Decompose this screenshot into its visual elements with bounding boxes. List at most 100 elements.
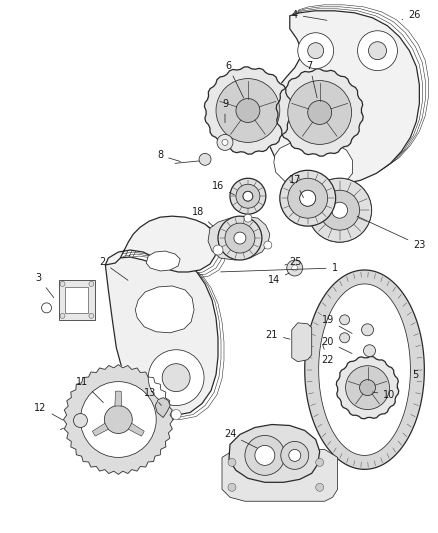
Polygon shape bbox=[208, 216, 270, 260]
Polygon shape bbox=[276, 69, 363, 156]
Circle shape bbox=[357, 31, 397, 71]
Circle shape bbox=[199, 154, 211, 165]
Circle shape bbox=[316, 458, 324, 466]
Circle shape bbox=[346, 366, 389, 409]
Polygon shape bbox=[222, 449, 338, 501]
Text: 18: 18 bbox=[192, 207, 213, 226]
Circle shape bbox=[284, 164, 296, 176]
Circle shape bbox=[60, 281, 65, 286]
Circle shape bbox=[360, 379, 375, 395]
Polygon shape bbox=[267, 11, 419, 185]
Circle shape bbox=[104, 406, 132, 433]
Circle shape bbox=[287, 260, 303, 276]
Circle shape bbox=[308, 101, 332, 124]
Circle shape bbox=[236, 184, 260, 208]
Text: 22: 22 bbox=[321, 344, 334, 365]
Polygon shape bbox=[295, 93, 353, 140]
Polygon shape bbox=[135, 286, 194, 333]
Text: 11: 11 bbox=[76, 377, 103, 402]
Text: 25: 25 bbox=[285, 257, 302, 267]
Polygon shape bbox=[205, 67, 291, 154]
Text: 2: 2 bbox=[99, 257, 128, 280]
Circle shape bbox=[222, 140, 228, 146]
Text: 5: 5 bbox=[412, 370, 418, 379]
Polygon shape bbox=[106, 216, 217, 272]
Text: 8: 8 bbox=[157, 150, 180, 161]
Circle shape bbox=[74, 414, 88, 427]
Text: 17: 17 bbox=[289, 175, 304, 198]
Text: 23: 23 bbox=[357, 216, 426, 250]
Circle shape bbox=[213, 245, 223, 255]
Text: 14: 14 bbox=[268, 273, 289, 285]
Circle shape bbox=[332, 202, 348, 218]
Polygon shape bbox=[319, 284, 410, 455]
Circle shape bbox=[308, 43, 324, 59]
Circle shape bbox=[225, 223, 255, 253]
Circle shape bbox=[244, 214, 252, 222]
Text: 16: 16 bbox=[212, 181, 234, 195]
Circle shape bbox=[89, 281, 94, 286]
Circle shape bbox=[339, 315, 350, 325]
Circle shape bbox=[368, 42, 386, 60]
Circle shape bbox=[289, 449, 301, 462]
Circle shape bbox=[300, 190, 316, 206]
Circle shape bbox=[361, 324, 374, 336]
Circle shape bbox=[308, 178, 371, 242]
Circle shape bbox=[60, 313, 65, 318]
Circle shape bbox=[298, 33, 334, 69]
Circle shape bbox=[288, 80, 352, 144]
Circle shape bbox=[216, 78, 280, 142]
Polygon shape bbox=[305, 270, 424, 470]
Circle shape bbox=[218, 216, 262, 260]
Polygon shape bbox=[64, 365, 173, 474]
Polygon shape bbox=[155, 398, 170, 417]
Circle shape bbox=[308, 178, 371, 242]
Circle shape bbox=[285, 87, 291, 94]
Circle shape bbox=[171, 409, 181, 419]
Circle shape bbox=[217, 134, 233, 150]
Circle shape bbox=[281, 441, 309, 470]
Polygon shape bbox=[274, 140, 353, 190]
Text: 1: 1 bbox=[221, 263, 338, 273]
Text: 3: 3 bbox=[35, 273, 54, 298]
Circle shape bbox=[255, 446, 275, 465]
Polygon shape bbox=[59, 280, 95, 320]
Text: 26: 26 bbox=[402, 10, 420, 20]
Polygon shape bbox=[292, 323, 312, 362]
Circle shape bbox=[243, 191, 253, 201]
Circle shape bbox=[339, 333, 350, 343]
Text: 7: 7 bbox=[307, 61, 317, 98]
Circle shape bbox=[234, 232, 246, 244]
Circle shape bbox=[148, 350, 204, 406]
Text: 13: 13 bbox=[144, 387, 161, 406]
Text: 12: 12 bbox=[34, 402, 63, 420]
Circle shape bbox=[280, 171, 336, 226]
Text: 20: 20 bbox=[321, 337, 352, 353]
Polygon shape bbox=[229, 424, 320, 482]
Text: 4: 4 bbox=[292, 10, 327, 20]
Circle shape bbox=[264, 241, 272, 249]
Text: 19: 19 bbox=[321, 315, 352, 334]
Circle shape bbox=[316, 483, 324, 491]
Polygon shape bbox=[115, 391, 122, 406]
Circle shape bbox=[320, 190, 360, 230]
Circle shape bbox=[81, 382, 156, 457]
Circle shape bbox=[346, 126, 353, 134]
Circle shape bbox=[42, 303, 52, 313]
Text: 9: 9 bbox=[222, 99, 228, 123]
Polygon shape bbox=[146, 251, 180, 271]
Polygon shape bbox=[128, 423, 144, 436]
Circle shape bbox=[230, 178, 266, 214]
Circle shape bbox=[243, 191, 253, 201]
Circle shape bbox=[228, 458, 236, 466]
Circle shape bbox=[162, 364, 190, 392]
Text: 6: 6 bbox=[225, 61, 244, 98]
Circle shape bbox=[300, 190, 316, 206]
Circle shape bbox=[89, 313, 94, 318]
Circle shape bbox=[228, 483, 236, 491]
Circle shape bbox=[288, 178, 328, 218]
Text: 21: 21 bbox=[265, 330, 290, 340]
Circle shape bbox=[245, 435, 285, 475]
Circle shape bbox=[364, 345, 375, 357]
Circle shape bbox=[292, 265, 298, 271]
